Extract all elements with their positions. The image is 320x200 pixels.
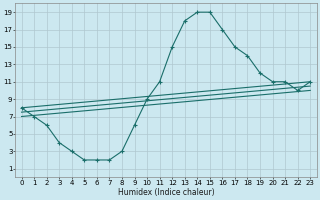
X-axis label: Humidex (Indice chaleur): Humidex (Indice chaleur) (117, 188, 214, 197)
